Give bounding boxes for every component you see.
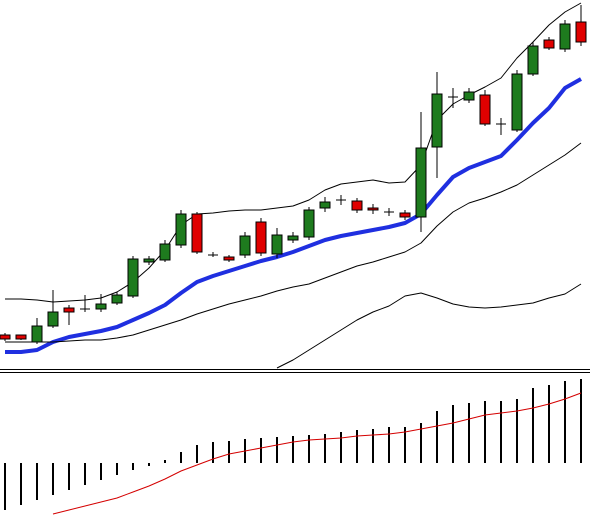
candle-body: [575, 21, 587, 43]
candle-body: [527, 45, 539, 75]
candle-body: [415, 147, 427, 218]
candle-body: [463, 91, 475, 101]
candle-body: [63, 307, 75, 313]
candle-body: [191, 213, 203, 253]
indicator-line: [276, 283, 582, 369]
candle-body: [559, 23, 571, 50]
candle-body: [367, 207, 379, 211]
candle-body: [511, 73, 523, 131]
candle-body: [175, 213, 187, 246]
candle-body: [287, 235, 299, 241]
candle-body: [271, 234, 283, 255]
candle-body: [399, 212, 411, 218]
indicator-line: [5, 2, 582, 303]
signal-line: [52, 392, 582, 515]
candle-body: [319, 201, 331, 209]
candle-body: [159, 243, 171, 261]
candle-body: [0, 334, 11, 340]
candle-body: [351, 200, 363, 211]
candle-body: [127, 258, 139, 297]
candle-body: [255, 221, 267, 254]
candle-body: [303, 209, 315, 238]
candle-body: [95, 303, 107, 310]
candle-body: [15, 334, 27, 340]
candle-body: [543, 39, 555, 49]
candle-body: [31, 325, 43, 343]
indicator-line: [5, 142, 582, 343]
candle-body: [223, 256, 235, 261]
indicator-line: [5, 77, 582, 354]
candle-body: [239, 235, 251, 256]
candle-body: [111, 294, 123, 304]
candle-body: [479, 94, 491, 125]
candle-body: [143, 258, 155, 263]
candle-body: [47, 311, 59, 327]
candle-body: [431, 93, 443, 148]
